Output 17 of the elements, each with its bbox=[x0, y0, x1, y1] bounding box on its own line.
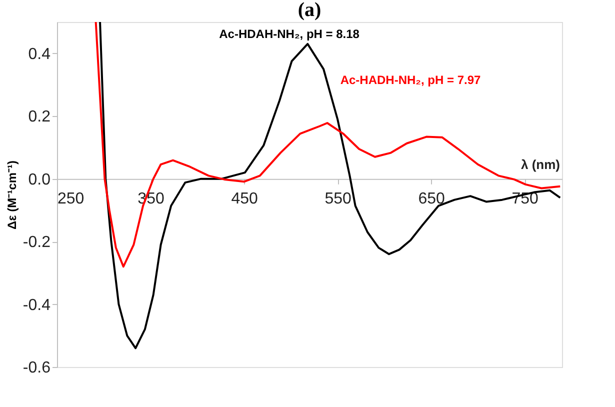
text: Ac-HADH-NH₂, pH = 7.97 bbox=[340, 73, 481, 88]
x-tick-label: 550 bbox=[324, 190, 352, 208]
y-tick-label: -0.2 bbox=[22, 234, 51, 252]
x-axis-title: λ (nm) bbox=[521, 156, 560, 172]
y-tick-label: 0.2 bbox=[28, 108, 51, 126]
line-series bbox=[94, 22, 562, 268]
y-tick-label: 0.4 bbox=[28, 46, 51, 63]
chart-title: (a) bbox=[298, 0, 322, 21]
line-series bbox=[99, 22, 562, 350]
y-tick-label: -0.4 bbox=[22, 296, 51, 314]
y-tick-label: -0.6 bbox=[22, 360, 51, 376]
x-tick-label: 450 bbox=[231, 190, 258, 208]
x-tick-label: 650 bbox=[418, 190, 446, 208]
series-label: Ac-HDAH-NH₂, pH = 8.18 bbox=[219, 27, 360, 41]
x-tick-label: 250 bbox=[58, 190, 84, 208]
y-tick-label: 0.0 bbox=[28, 171, 51, 188]
y-axis-title: Δε (M⁻¹cm⁻¹) bbox=[4, 160, 19, 230]
